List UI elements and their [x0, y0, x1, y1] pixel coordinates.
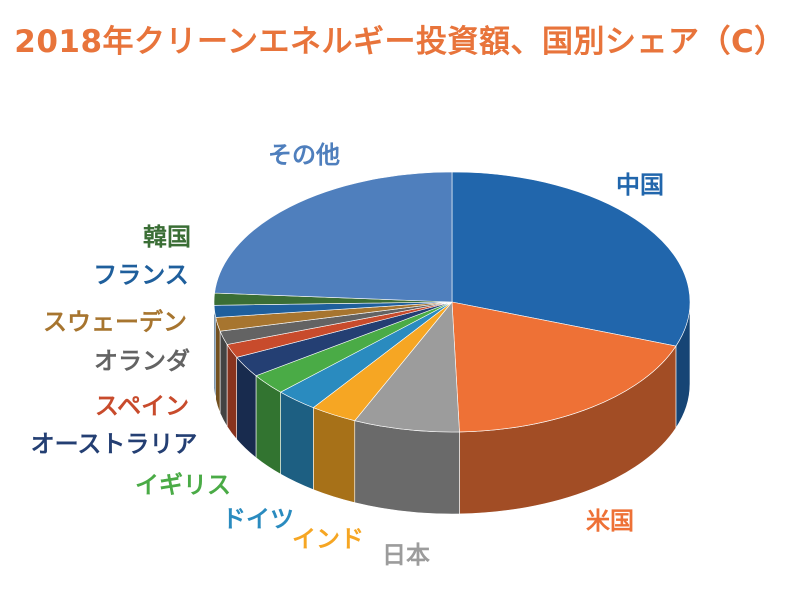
pie-side-8 — [219, 331, 228, 428]
pie-top — [213, 171, 691, 433]
slice-label-11: 韓国 — [143, 223, 191, 251]
slice-label-12: その他 — [268, 141, 340, 169]
pie-slice-0 — [451, 171, 691, 347]
slice-label-4: ドイツ — [222, 505, 294, 533]
slice-label-2: 日本 — [382, 541, 430, 569]
slice-label-1: 米国 — [586, 507, 634, 535]
pie-side-2 — [354, 420, 460, 515]
pie-side-4 — [280, 391, 314, 491]
slice-label-7: スペイン — [95, 392, 189, 420]
pie-side-3 — [313, 407, 356, 504]
slice-label-6: オーストラリア — [31, 430, 198, 458]
pie-slice-12 — [214, 171, 453, 303]
slice-label-3: インド — [292, 525, 364, 553]
slice-label-9: スウェーデン — [43, 308, 187, 336]
pie-side-5 — [255, 375, 281, 475]
pie-side-7 — [226, 343, 237, 441]
pie-slice-1 — [451, 301, 677, 433]
chart-title: 2018年クリーンエネルギー投資額、国別シェア（C） — [14, 24, 786, 60]
pie-sides — [213, 301, 691, 515]
slice-label-8: オランダ — [94, 347, 190, 375]
slice-label-10: フランス — [93, 261, 189, 289]
slice-label-0: 中国 — [616, 171, 664, 199]
pie-slice-2 — [354, 301, 460, 433]
slice-label-5: イギリス — [135, 471, 231, 499]
pie-side-9 — [215, 317, 221, 414]
